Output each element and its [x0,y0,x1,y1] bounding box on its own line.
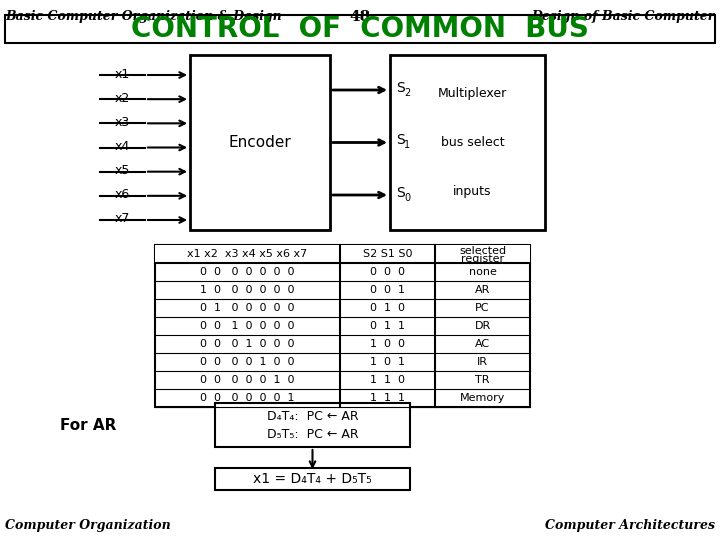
Text: D₄T₄:  PC ← AR: D₄T₄: PC ← AR [266,410,359,423]
FancyBboxPatch shape [5,15,715,43]
Text: 0  1  1: 0 1 1 [370,321,405,331]
Text: 0  1  0: 0 1 0 [370,303,405,313]
Text: x1 x2  x3 x4 x5 x6 x7: x1 x2 x3 x4 x5 x6 x7 [187,249,307,259]
Bar [390,55,545,230]
Text: Multiplexer: Multiplexer [438,86,507,99]
Text: DR: DR [474,321,490,331]
Text: 0: 0 [404,193,410,203]
Text: 0  0   0  0  0  1  0: 0 0 0 0 0 1 0 [200,375,294,385]
Text: 0  0   0  0  0  0  0: 0 0 0 0 0 0 0 [200,267,294,277]
Text: 2: 2 [404,88,410,98]
FancyBboxPatch shape [215,468,410,490]
Text: For AR: For AR [60,417,117,433]
Text: D₅T₅:  PC ← AR: D₅T₅: PC ← AR [266,429,359,442]
Text: x1: x1 [114,68,130,80]
Text: 1  0  1: 1 0 1 [370,357,405,367]
Text: selected: selected [459,246,506,256]
FancyBboxPatch shape [215,403,410,447]
Text: x2: x2 [114,92,130,105]
Text: 1  1  0: 1 1 0 [370,375,405,385]
Text: AC: AC [475,339,490,349]
Text: 1  1  1: 1 1 1 [370,393,405,403]
Text: S2 S1 S0: S2 S1 S0 [363,249,413,259]
Text: 0  1   0  0  0  0  0: 0 1 0 0 0 0 0 [200,303,294,313]
Text: S: S [396,133,405,147]
Bar [190,55,330,230]
Text: TR: TR [475,375,490,385]
Text: 1: 1 [404,140,410,151]
Text: Encoder: Encoder [229,135,292,150]
Text: AR: AR [474,285,490,295]
Text: Computer Organization: Computer Organization [5,519,171,532]
Text: register: register [461,254,504,264]
Bar [155,245,530,407]
Text: PC: PC [475,303,490,313]
Text: S: S [396,81,405,95]
Text: 0  0   1  0  0  0  0: 0 0 1 0 0 0 0 [200,321,294,331]
Text: x1 = D₄T₄ + D₅T₅: x1 = D₄T₄ + D₅T₅ [253,472,372,486]
Text: x6: x6 [114,188,130,201]
Text: 48: 48 [349,10,371,24]
Text: x5: x5 [114,164,130,177]
Text: bus select: bus select [441,136,504,149]
Text: 1  0  0: 1 0 0 [370,339,405,349]
Text: inputs: inputs [454,186,492,199]
Text: Memory: Memory [460,393,505,403]
Text: 0  0   0  1  0  0  0: 0 0 0 1 0 0 0 [200,339,294,349]
Bar [155,245,530,263]
Text: x4: x4 [114,140,130,153]
Text: CONTROL  OF  COMMON  BUS: CONTROL OF COMMON BUS [131,15,589,43]
Text: x7: x7 [114,213,130,226]
Text: 0  0   0  0  0  0  1: 0 0 0 0 0 0 1 [200,393,294,403]
Text: none: none [469,267,496,277]
Text: Basic Computer Organization & Design: Basic Computer Organization & Design [5,10,282,23]
Text: 0  0   0  0  1  0  0: 0 0 0 0 1 0 0 [200,357,294,367]
Text: 1  0   0  0  0  0  0: 1 0 0 0 0 0 0 [200,285,294,295]
Text: Design of Basic Computer: Design of Basic Computer [531,10,715,23]
Text: x3: x3 [114,116,130,129]
Text: S: S [396,186,405,200]
Text: 0  0  0: 0 0 0 [370,267,405,277]
Text: IR: IR [477,357,488,367]
Text: 0  0  1: 0 0 1 [370,285,405,295]
Text: Computer Architectures: Computer Architectures [545,519,715,532]
